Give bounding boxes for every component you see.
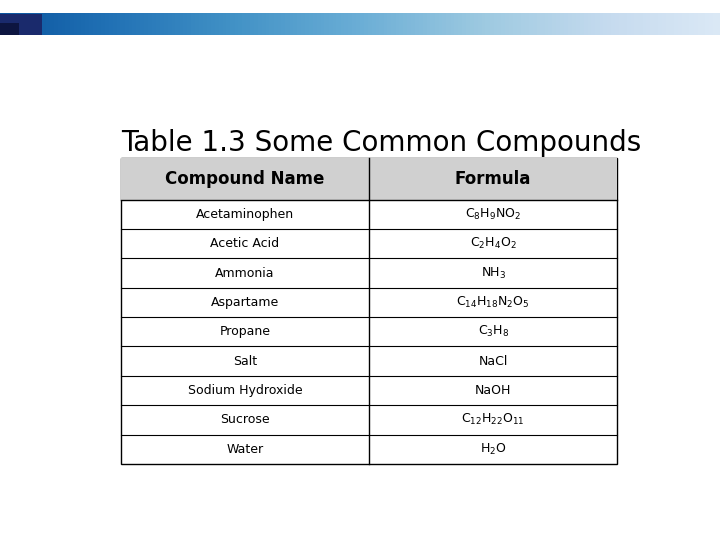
Text: Compound Name: Compound Name [165,170,325,188]
Bar [121,158,617,464]
FancyBboxPatch shape [0,23,19,35]
Text: C$_{14}$H$_{18}$N$_{2}$O$_{5}$: C$_{14}$H$_{18}$N$_{2}$O$_{5}$ [456,295,530,310]
Text: Ammonia: Ammonia [215,267,274,280]
Text: Acetic Acid: Acetic Acid [210,237,279,250]
Text: Formula: Formula [455,170,531,188]
Text: C$_{12}$H$_{22}$O$_{11}$: C$_{12}$H$_{22}$O$_{11}$ [462,413,525,428]
Text: Table 1.3 Some Common Compounds: Table 1.3 Some Common Compounds [121,129,641,157]
Text: NaCl: NaCl [479,355,508,368]
Text: NH$_{3}$: NH$_{3}$ [480,266,505,281]
Text: C$_{3}$H$_{8}$: C$_{3}$H$_{8}$ [477,324,509,339]
Bar [121,158,617,200]
FancyBboxPatch shape [0,14,42,35]
Text: Salt: Salt [233,355,257,368]
Text: Water: Water [226,443,264,456]
Text: C$_{8}$H$_{9}$NO$_{2}$: C$_{8}$H$_{9}$NO$_{2}$ [465,207,521,222]
Text: Acetaminophen: Acetaminophen [196,208,294,221]
Text: C$_{2}$H$_{4}$O$_{2}$: C$_{2}$H$_{4}$O$_{2}$ [469,236,516,251]
Text: Sodium Hydroxide: Sodium Hydroxide [187,384,302,397]
Text: H$_{2}$O: H$_{2}$O [480,442,506,457]
Text: Propane: Propane [220,325,270,338]
Text: Sucrose: Sucrose [220,414,270,427]
Text: NaOH: NaOH [475,384,511,397]
Text: Aspartame: Aspartame [211,296,279,309]
